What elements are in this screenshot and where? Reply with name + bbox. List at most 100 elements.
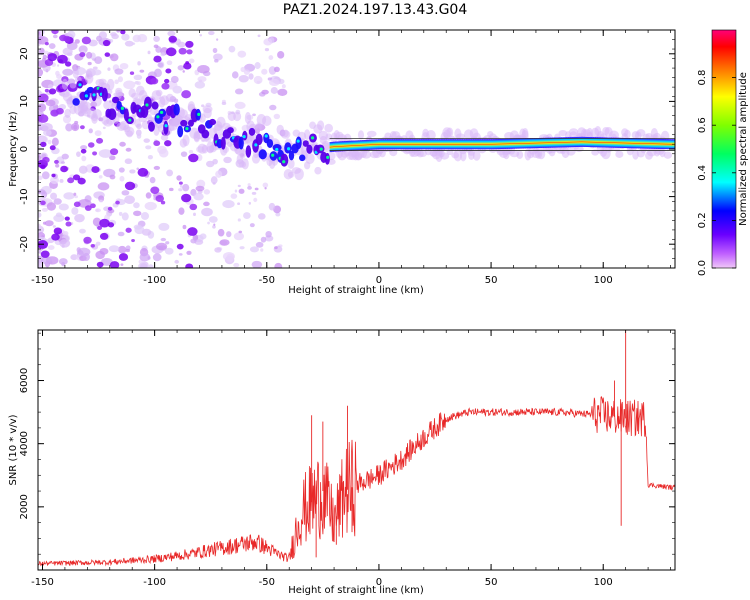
spectrogram-speckle	[159, 148, 169, 158]
spectrogram-noise-blob	[178, 47, 187, 55]
spectrogram-speckle	[277, 51, 285, 59]
spectrogram-band-segment	[483, 139, 487, 150]
spectrogram-band-segment	[541, 137, 544, 148]
spectrogram-speckle	[110, 53, 119, 62]
spectrogram-band-segment	[480, 139, 483, 150]
spectrogram-band-segment	[543, 137, 546, 148]
spectrogram-noise-blob	[176, 243, 184, 250]
spectrogram-band-segment	[464, 139, 467, 150]
spectrogram-speckle	[125, 248, 131, 253]
spectrogram-halo	[317, 120, 325, 131]
spectrogram-band-segment	[532, 138, 535, 149]
spectrogram-noise-blob	[109, 148, 119, 156]
spectrogram-noise-blob	[165, 68, 172, 74]
spectrogram-speckle	[216, 38, 219, 41]
spectrogram-x-tick-label: -100	[143, 275, 166, 286]
spectrogram-noise-blob	[57, 54, 68, 64]
spectrogram-band-segment	[476, 139, 480, 150]
spectrogram-speckle	[166, 169, 174, 177]
spectrogram-halo	[314, 166, 322, 175]
colorbar-tick-label: 0.0	[697, 260, 708, 276]
spectrogram-band-segment	[474, 139, 478, 150]
spectrogram-speckle	[208, 30, 215, 36]
spectrogram-halo	[566, 146, 576, 156]
spectrogram-band-segment	[614, 137, 618, 148]
spectrogram-ridge-blob	[245, 145, 252, 158]
spectrogram-halo	[294, 168, 304, 181]
spectrogram-speckle	[188, 58, 195, 64]
spectrogram-halo	[455, 133, 466, 140]
spectrogram-speckle	[133, 74, 143, 81]
spectrogram-noise-blob	[47, 53, 58, 62]
spectrogram-band-segment	[390, 139, 393, 150]
spectrogram-speckle	[182, 70, 185, 73]
spectrogram-speckle	[145, 192, 152, 199]
spectrogram-band-segment	[498, 139, 501, 150]
spectrogram-band-segment	[544, 137, 548, 148]
spectrogram-speckle	[247, 185, 252, 190]
spectrogram-speckle	[50, 192, 58, 200]
spectrogram-band-segment	[458, 139, 462, 150]
spectrogram-band-segment	[392, 139, 395, 150]
spectrogram-halo	[241, 158, 249, 170]
spectrogram-speckle	[205, 160, 215, 168]
spectrogram-speckle	[59, 179, 64, 183]
spectrogram-ridge-blob	[107, 108, 117, 120]
spectrogram-halo	[558, 130, 568, 137]
spectrogram-ridge-core	[286, 147, 291, 151]
spectrogram-y-tick-label: 10	[19, 95, 30, 108]
spectrogram-speckle	[73, 192, 77, 196]
spectrogram-ridge-core	[84, 94, 89, 98]
spectrogram-band-segment	[492, 139, 496, 150]
spectrogram-speckle	[53, 198, 62, 205]
spectrogram-y-tick-label: 0	[19, 146, 30, 152]
spectrogram-halo	[287, 158, 295, 169]
spectrogram-speckle	[257, 213, 266, 220]
spectrogram-ridge-blob	[220, 136, 226, 150]
spectrogram-band-segment	[629, 138, 632, 149]
spectrogram-band-segment	[591, 137, 594, 148]
spectrogram-speckle	[274, 246, 278, 250]
spectrogram-speckle	[174, 259, 179, 264]
spectrogram-noise-blob	[160, 200, 166, 205]
spectrogram-band-segment	[514, 138, 517, 149]
spectrogram-speckle	[47, 139, 52, 145]
spectrogram-halo	[66, 96, 74, 109]
spectrogram-noise-blob	[118, 253, 129, 261]
spectrogram-halo	[624, 129, 631, 139]
spectrogram-band-segment	[607, 137, 611, 148]
spectrogram-ridge-blob	[255, 133, 263, 146]
spectrogram-noise-blob	[50, 109, 59, 117]
spectrogram-speckle	[100, 257, 113, 266]
spectrogram-speckle	[139, 263, 148, 268]
spectrogram-band-segment	[519, 138, 523, 149]
spectrogram-ridge-blob	[101, 87, 108, 102]
spectrogram-speckle	[166, 60, 173, 66]
spectrogram-speckle	[210, 176, 218, 185]
spectrogram-band-segment	[566, 137, 569, 148]
spectrogram-noise-blob	[80, 125, 85, 130]
spectrogram-band-segment	[577, 136, 580, 147]
spectrogram-noise-blob	[97, 225, 103, 230]
spectrogram-speckle	[137, 34, 148, 43]
spectrogram-x-tick-label: 0	[376, 275, 382, 286]
spectrogram-speckle	[60, 161, 65, 164]
spectrogram-noise-blob	[186, 49, 193, 55]
spectrogram-speckle	[273, 66, 280, 73]
snr-y-tick-label: 6000	[19, 368, 30, 393]
spectrogram-speckle	[164, 247, 174, 255]
spectrogram-speckle	[160, 52, 166, 57]
spectrogram-speckle	[38, 103, 47, 112]
spectrogram-noise-blob	[51, 173, 56, 178]
spectrogram-speckle	[109, 174, 116, 180]
spectrogram-band-segment	[618, 137, 621, 148]
spectrogram-band-segment	[478, 139, 481, 150]
spectrogram-ridge-core	[254, 143, 258, 147]
spectrogram-speckle	[160, 237, 167, 242]
colorbar-tick-label: 0.2	[697, 212, 708, 228]
snr-x-tick-label: -50	[259, 577, 275, 588]
spectrogram-band-segment	[623, 138, 627, 149]
spectrogram-speckle	[214, 58, 219, 63]
spectrogram-noise-blob	[137, 167, 149, 177]
spectrogram-speckle	[86, 51, 93, 59]
